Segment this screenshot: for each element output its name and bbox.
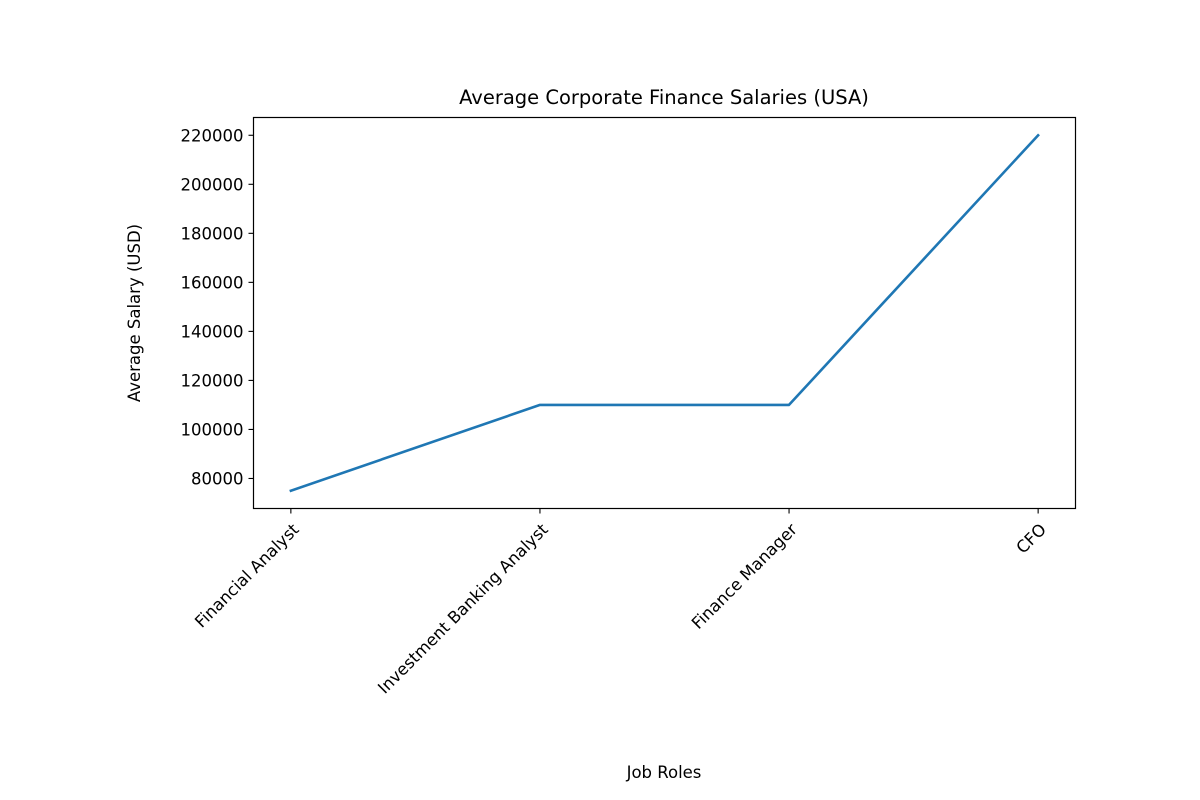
chart-title: Average Corporate Finance Salaries (USA) (459, 86, 869, 109)
y-tick-label: 160000 (181, 273, 244, 292)
y-axis: 80000 100000 120000 140000 160000 180000 20000… (181, 126, 254, 488)
y-tick-label: 220000 (181, 126, 244, 145)
x-tick-label: Investment Banking Analyst (374, 520, 552, 698)
x-axis-label: Job Roles (626, 763, 702, 782)
plot-area (252, 116, 1077, 510)
y-tick-label: 120000 (181, 371, 244, 390)
y-tick-label: 100000 (181, 420, 244, 439)
x-tick-label: CFO (1012, 520, 1049, 557)
x-axis: Financial Analyst Investment Banking Anal… (191, 508, 1050, 698)
line-series (289, 133, 1040, 493)
y-tick-label: 180000 (181, 224, 244, 243)
y-tick-label: 140000 (181, 322, 244, 341)
x-tick-label: Financial Analyst (191, 520, 303, 632)
axes-frame (252, 116, 1077, 510)
data-series (289, 133, 1040, 493)
x-tick-label: Finance Manager (688, 520, 801, 633)
y-tick-label: 80000 (191, 469, 244, 488)
y-axis-label: Average Salary (USD) (125, 224, 144, 402)
y-tick-label: 200000 (181, 175, 244, 194)
